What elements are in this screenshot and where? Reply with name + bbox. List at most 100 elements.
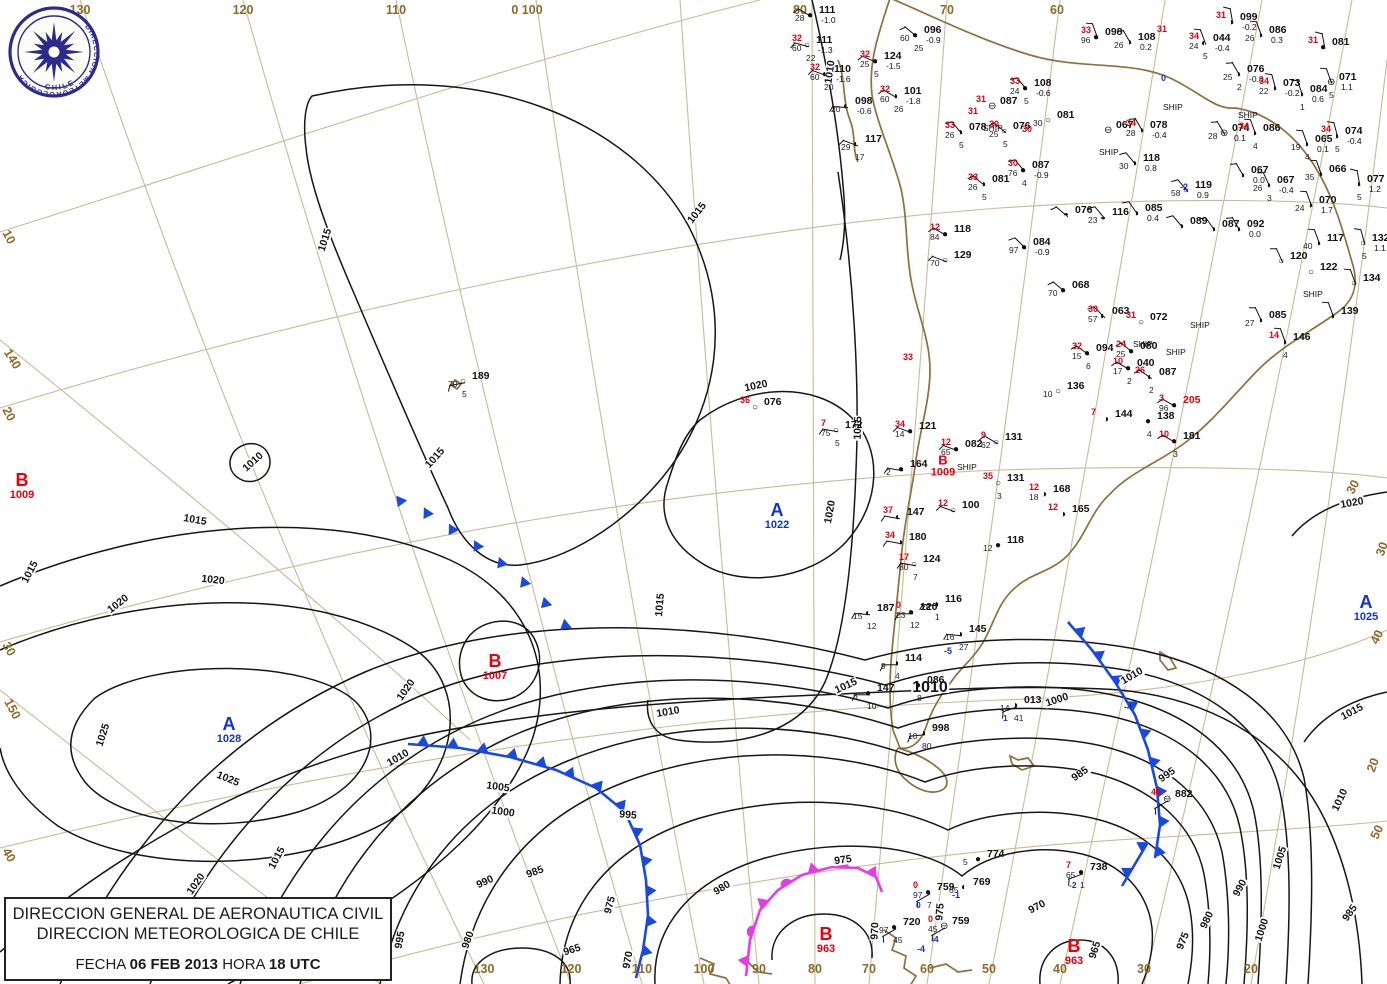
station-pressure: 067: [1251, 164, 1269, 176]
station-aux-number: 2: [1127, 376, 1132, 386]
front-symbol: [448, 523, 460, 536]
graticule-line: [1250, 59, 1387, 984]
station-pressure: 044: [1213, 32, 1231, 44]
station-aux-number: 3: [1267, 193, 1272, 203]
station-temperature: 31: [976, 94, 987, 104]
station-aux-number: 4: [1147, 429, 1152, 439]
cloud-cover-icon: ◐: [895, 512, 902, 523]
pressure-center-low: B 963: [817, 924, 835, 955]
cloud-cover-icon: ◑: [1315, 238, 1322, 249]
isobar: [0, 686, 1363, 984]
station-aux-number: 65: [941, 447, 951, 457]
coastline: [699, 957, 731, 984]
station-aux-number: 1: [1080, 880, 1085, 890]
cloud-cover-icon: ◑: [1235, 69, 1242, 80]
station-pressure: 119: [1195, 179, 1212, 191]
front-symbol: [416, 735, 429, 746]
station-aux-number: 30: [1033, 118, 1043, 128]
cloud-cover-icon: ◑: [1329, 311, 1336, 322]
station-aux-number: 3: [1173, 449, 1178, 459]
wind-barb-feather: [1210, 120, 1218, 123]
station-temperature: 31: [1308, 35, 1319, 45]
isobar: [654, 845, 1154, 984]
graticule-line: [1059, 0, 1263, 984]
pressure-center-value: 1028: [216, 732, 242, 745]
pressure-tendency: 0.6: [1312, 94, 1324, 104]
pressure-center-letter: B: [15, 469, 29, 490]
grid-label: 70: [862, 962, 876, 976]
station-aux-number: 12: [910, 620, 920, 630]
isobar-label: 975: [933, 901, 947, 923]
pressure-tendency: 0.3: [1271, 35, 1283, 45]
isobar-label: 980: [711, 878, 733, 898]
station-pressure: 073: [1283, 77, 1301, 89]
pressure-center-low: B 1007: [483, 651, 507, 682]
station-temperature: 34: [885, 530, 896, 540]
station-temperature: 3: [1159, 393, 1165, 403]
station-pressure: 147: [877, 682, 895, 694]
station-pressure: 998: [932, 722, 950, 734]
front-symbol: [1093, 650, 1105, 662]
station-pressure: 084: [1033, 236, 1051, 248]
station-temperature: 33: [945, 120, 956, 130]
grid-label: 30: [1137, 962, 1151, 976]
cloud-cover-icon: ◑: [1239, 170, 1246, 181]
station-aux-number: 4: [1022, 178, 1027, 188]
station-aux-number: 25: [860, 59, 870, 69]
isobar-label: 985: [524, 863, 546, 881]
isobar: [379, 727, 1230, 984]
station-pressure: 129: [954, 249, 972, 261]
pressure-tendency: -1.0: [821, 15, 836, 25]
isobar-label: 975: [832, 852, 854, 868]
isobar-label: 975: [1174, 930, 1192, 952]
station-aux-number: 80: [922, 741, 932, 751]
station-temperature: 10: [1159, 429, 1170, 439]
cloud-cover-icon: ◑: [1303, 139, 1310, 150]
station-temperature: 34: [1239, 121, 1250, 131]
cloud-cover-icon: ◑: [1131, 158, 1138, 169]
pressure-tendency: -1.5: [886, 61, 901, 71]
station-temperature: 7: [821, 418, 827, 428]
station-aux-number: 25: [989, 129, 999, 139]
coastline: [929, 963, 973, 973]
cloud-cover-icon: ◒: [1100, 212, 1107, 223]
station-aux-number: 1: [1300, 102, 1305, 112]
station-pressure: 085: [1269, 309, 1287, 321]
station-pressure: 086: [1263, 122, 1281, 134]
cloud-cover-icon: ◑: [1126, 37, 1133, 48]
pressure-tendency: -0.9: [1035, 247, 1050, 257]
front-symbol: [591, 780, 603, 793]
station-temperature: 34: [895, 419, 906, 429]
red-temp-note: 33: [903, 352, 914, 362]
station-aux-number: 29: [841, 142, 851, 152]
station-aux-number: 14: [1000, 703, 1010, 713]
wind-barb-feather: [1229, 162, 1237, 165]
station-aux-number: 97: [1009, 245, 1019, 255]
station-temperature: 31: [1216, 10, 1227, 20]
isobar-label: 1015: [315, 226, 335, 254]
station-pressure: 720: [903, 916, 921, 928]
station-pressure: 085: [1145, 202, 1163, 214]
station-temperature: 17: [899, 552, 910, 562]
station-temperature: 32: [810, 62, 821, 72]
station-aux-number: 5: [1357, 192, 1362, 202]
cloud-cover-icon: ●: [995, 540, 1002, 551]
station-aux-number: 4: [1253, 141, 1258, 151]
isobar-label: 1015: [422, 445, 448, 471]
cloud-cover-icon: ○: [1055, 386, 1062, 397]
station-pressure: 072: [1150, 311, 1168, 323]
pressure-tendency: 1.2: [1369, 184, 1381, 194]
cloud-cover-icon: ◑: [1298, 89, 1305, 100]
station-temperature: 30: [1088, 304, 1099, 314]
station-aux-number: 7: [927, 900, 932, 910]
front-symbol: [1159, 815, 1170, 828]
grid-label: 110: [385, 3, 407, 17]
station-temperature: 10: [1113, 356, 1124, 366]
isobar-label: 1015: [653, 591, 667, 619]
cloud-cover-icon: ◑: [1281, 337, 1288, 348]
isobar-label: 1010: [240, 449, 266, 475]
station-temperature: 36: [740, 395, 751, 405]
station-pressure: 147: [907, 506, 925, 518]
station-aux-number: 28: [795, 13, 805, 23]
